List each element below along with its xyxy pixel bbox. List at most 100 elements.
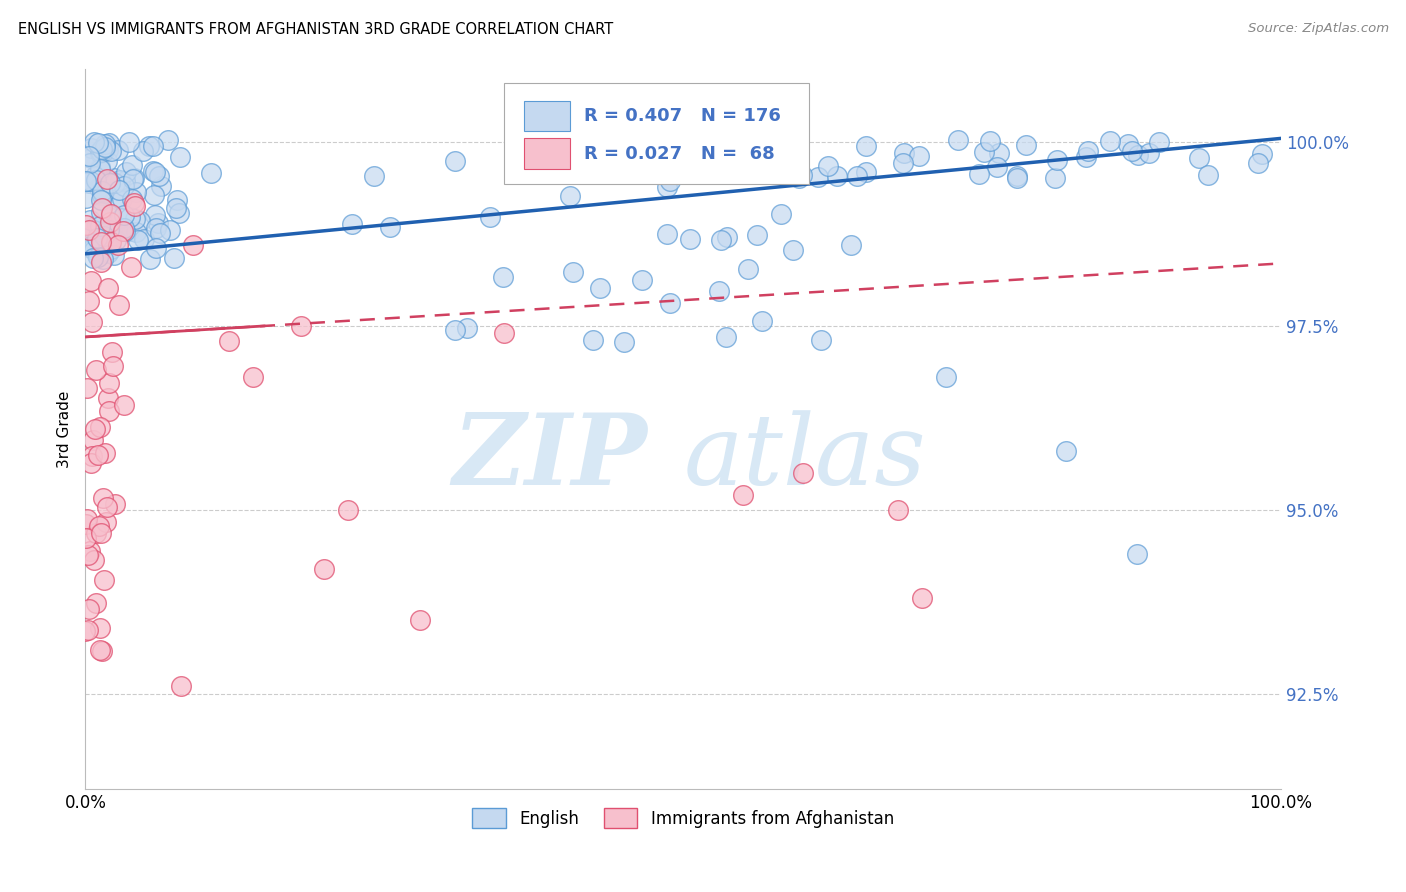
Point — [125, 186, 148, 200]
Point — [121, 158, 143, 172]
Point — [132, 231, 155, 245]
Point — [89, 144, 111, 158]
Point — [887, 502, 910, 516]
Point — [166, 194, 188, 208]
Point — [655, 227, 678, 242]
Point — [657, 179, 679, 194]
Point — [110, 211, 132, 226]
Point — [76, 173, 98, 187]
Point — [1126, 547, 1149, 561]
Point — [988, 146, 1011, 161]
Point — [96, 500, 118, 515]
Point — [83, 239, 105, 253]
Point — [89, 419, 111, 434]
Point — [79, 274, 101, 288]
Point — [90, 526, 112, 541]
Point — [731, 488, 754, 502]
Point — [98, 136, 121, 150]
Point — [658, 174, 681, 188]
Point — [787, 171, 810, 186]
Point — [911, 591, 934, 605]
Point — [589, 281, 612, 295]
Point — [149, 178, 172, 193]
Point — [82, 433, 104, 447]
Point — [444, 154, 467, 169]
Point — [562, 265, 585, 279]
Point — [1121, 145, 1143, 159]
Text: ZIP: ZIP — [453, 409, 647, 506]
Point — [792, 466, 814, 480]
Point — [91, 644, 114, 658]
Point — [97, 403, 120, 417]
Point — [631, 273, 654, 287]
Point — [1197, 168, 1219, 182]
Point — [79, 156, 101, 170]
Point — [83, 553, 105, 567]
Point — [409, 613, 432, 627]
Point — [93, 446, 115, 460]
Point — [127, 233, 149, 247]
Point — [775, 164, 797, 178]
Point — [810, 333, 832, 347]
Point — [817, 159, 839, 173]
Point — [97, 175, 120, 189]
Point — [84, 176, 107, 190]
Point — [142, 138, 165, 153]
Y-axis label: 3rd Grade: 3rd Grade — [58, 390, 72, 467]
Point — [242, 370, 264, 384]
Point — [378, 219, 401, 234]
Point — [91, 201, 114, 215]
Point — [97, 376, 120, 390]
Point — [100, 235, 122, 249]
Point — [1005, 170, 1028, 185]
Point — [1014, 137, 1036, 152]
Point — [1126, 148, 1149, 162]
Point — [75, 531, 97, 545]
Point — [75, 191, 97, 205]
Bar — [524, 101, 569, 131]
Point — [112, 208, 135, 222]
Point — [76, 548, 98, 562]
Point — [98, 208, 121, 222]
Point — [108, 298, 131, 312]
Point — [97, 224, 120, 238]
Point — [75, 174, 97, 188]
Point — [79, 213, 101, 227]
FancyBboxPatch shape — [503, 83, 808, 184]
Point — [89, 162, 111, 177]
Point — [122, 196, 145, 211]
Point — [973, 145, 995, 160]
Point — [90, 255, 112, 269]
Point — [709, 284, 731, 298]
Point — [83, 235, 105, 250]
Point — [456, 321, 478, 335]
Point — [105, 233, 128, 247]
Point — [118, 135, 141, 149]
Text: atlas: atlas — [683, 410, 927, 506]
Point — [96, 143, 118, 157]
Point — [1247, 156, 1270, 170]
Point — [122, 171, 145, 186]
Point — [839, 238, 862, 252]
Point — [112, 224, 135, 238]
Point — [90, 145, 112, 159]
Point — [737, 262, 759, 277]
Point — [125, 225, 148, 239]
Point — [107, 144, 129, 158]
Point — [97, 391, 120, 405]
Point — [90, 188, 112, 202]
Point — [129, 214, 152, 228]
Text: R = 0.027   N =  68: R = 0.027 N = 68 — [583, 145, 775, 162]
Point — [218, 334, 240, 348]
Point — [100, 219, 122, 233]
Point — [167, 206, 190, 220]
Point — [101, 223, 124, 237]
Point — [121, 192, 143, 206]
Point — [145, 165, 167, 179]
Point — [967, 167, 990, 181]
Point — [790, 168, 813, 182]
Point — [79, 222, 101, 236]
Point — [1077, 144, 1099, 158]
Point — [77, 240, 100, 254]
Point — [94, 136, 117, 151]
